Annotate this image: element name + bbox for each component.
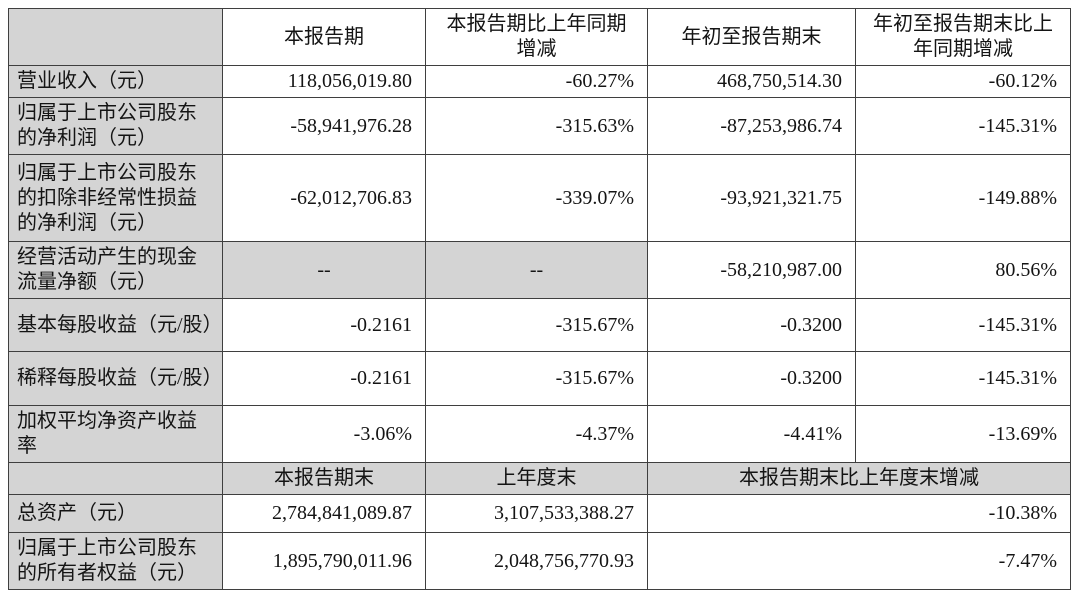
value-cell: -339.07% — [425, 154, 648, 242]
value-cell: -87,253,986.74 — [647, 97, 856, 155]
corner-cell — [8, 8, 223, 66]
value-cell: -315.63% — [425, 97, 648, 155]
row-label: 营业收入（元） — [8, 65, 223, 98]
value-cell: -62,012,706.83 — [222, 154, 426, 242]
value-cell: -315.67% — [425, 298, 648, 352]
value-cell: -0.3200 — [647, 298, 856, 352]
value-cell: -4.37% — [425, 405, 648, 463]
row-label: 经营活动产生的现金流量净额（元） — [8, 241, 223, 299]
value-cell: -4.41% — [647, 405, 856, 463]
value-cell: -93,921,321.75 — [647, 154, 856, 242]
financial-summary-table: 本报告期 本报告期比上年同期增减 年初至报告期末 年初至报告期末比上年同期增减 … — [8, 8, 1071, 590]
value-cell: -0.3200 — [647, 351, 856, 406]
value-cell: -7.47% — [647, 532, 1071, 590]
column-header-current-period: 本报告期 — [222, 8, 426, 66]
table-row-net-profit-excl-nonrecurring: 归属于上市公司股东的扣除非经常性损益的净利润（元） -62,012,706.83… — [8, 154, 1071, 242]
row-label: 加权平均净资产收益率 — [8, 405, 223, 463]
table-row-basic-eps: 基本每股收益（元/股） -0.2161 -315.67% -0.3200 -14… — [8, 298, 1071, 352]
value-cell: 2,048,756,770.93 — [425, 532, 648, 590]
table-row-equity-attributable: 归属于上市公司股东的所有者权益（元） 1,895,790,011.96 2,04… — [8, 532, 1071, 590]
value-cell: 468,750,514.30 — [647, 65, 856, 98]
value-cell: -315.67% — [425, 351, 648, 406]
value-cell: -145.31% — [855, 351, 1071, 406]
value-cell: -145.31% — [855, 298, 1071, 352]
value-cell: 2,784,841,089.87 — [222, 494, 426, 533]
row-label: 归属于上市公司股东的净利润（元） — [8, 97, 223, 155]
value-cell: -58,210,987.00 — [647, 241, 856, 299]
table-header-row-2: 本报告期末 上年度末 本报告期末比上年度末增减 — [8, 462, 1071, 495]
table-row-weighted-avg-roe: 加权平均净资产收益率 -3.06% -4.37% -4.41% -13.69% — [8, 405, 1071, 463]
value-cell: -58,941,976.28 — [222, 97, 426, 155]
column-header-ytd-yoy-change: 年初至报告期末比上年同期增减 — [855, 8, 1071, 66]
value-cell-empty: -- — [425, 241, 648, 299]
column-header-period-end: 本报告期末 — [222, 462, 426, 495]
value-cell: -0.2161 — [222, 298, 426, 352]
value-cell: 80.56% — [855, 241, 1071, 299]
column-header-ytd: 年初至报告期末 — [647, 8, 856, 66]
value-cell-empty: -- — [222, 241, 426, 299]
row-label: 归属于上市公司股东的所有者权益（元） — [8, 532, 223, 590]
value-cell: -0.2161 — [222, 351, 426, 406]
key-figures-table: 本报告期 本报告期比上年同期增减 年初至报告期末 年初至报告期末比上年同期增减 … — [8, 8, 1071, 590]
value-cell: 3,107,533,388.27 — [425, 494, 648, 533]
row-label: 基本每股收益（元/股） — [8, 298, 223, 352]
table-row-diluted-eps: 稀释每股收益（元/股） -0.2161 -315.67% -0.3200 -14… — [8, 351, 1071, 406]
corner-cell — [8, 462, 223, 495]
value-cell: 1,895,790,011.96 — [222, 532, 426, 590]
table-row-total-assets: 总资产（元） 2,784,841,089.87 3,107,533,388.27… — [8, 494, 1071, 533]
table-row-revenue: 营业收入（元） 118,056,019.80 -60.27% 468,750,5… — [8, 65, 1071, 98]
value-cell: -60.27% — [425, 65, 648, 98]
table-row-net-profit: 归属于上市公司股东的净利润（元） -58,941,976.28 -315.63%… — [8, 97, 1071, 155]
value-cell: 118,056,019.80 — [222, 65, 426, 98]
value-cell: -13.69% — [855, 405, 1071, 463]
column-header-period-yoy-change: 本报告期比上年同期增减 — [425, 8, 648, 66]
value-cell: -145.31% — [855, 97, 1071, 155]
column-header-prior-year-end: 上年度末 — [425, 462, 648, 495]
value-cell: -3.06% — [222, 405, 426, 463]
column-header-change-vs-prior-year-end: 本报告期末比上年度末增减 — [647, 462, 1071, 495]
table-header-row: 本报告期 本报告期比上年同期增减 年初至报告期末 年初至报告期末比上年同期增减 — [8, 8, 1071, 66]
row-label: 稀释每股收益（元/股） — [8, 351, 223, 406]
value-cell: -149.88% — [855, 154, 1071, 242]
table-row-operating-cash-flow: 经营活动产生的现金流量净额（元） -- -- -58,210,987.00 80… — [8, 241, 1071, 299]
value-cell: -10.38% — [647, 494, 1071, 533]
value-cell: -60.12% — [855, 65, 1071, 98]
row-label: 总资产（元） — [8, 494, 223, 533]
row-label: 归属于上市公司股东的扣除非经常性损益的净利润（元） — [8, 154, 223, 242]
